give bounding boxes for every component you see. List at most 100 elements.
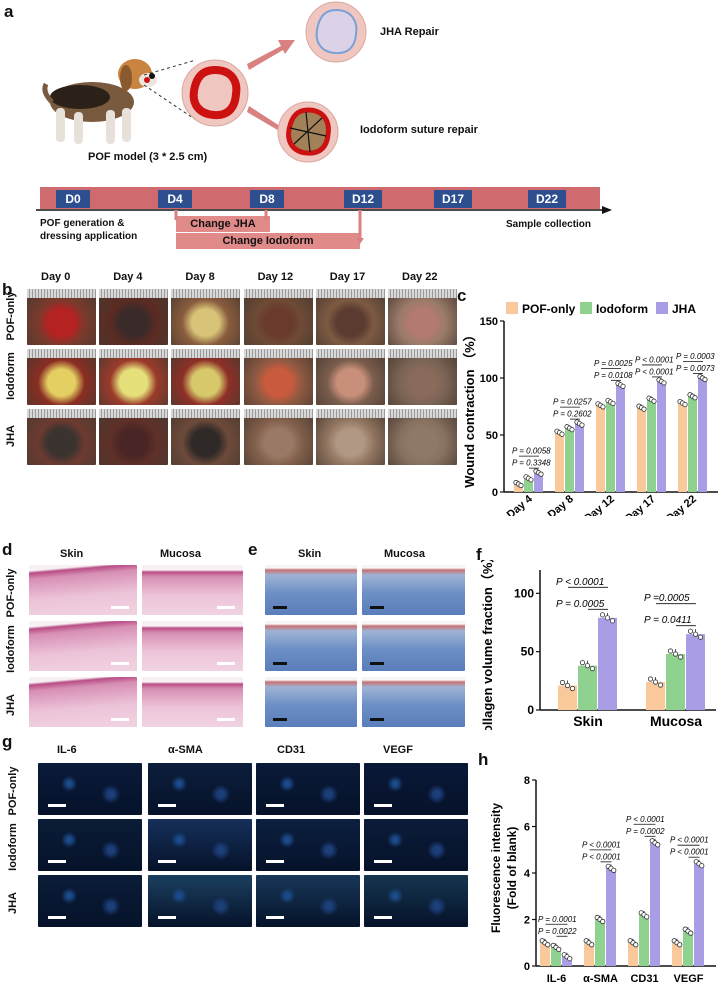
change-arrows <box>174 210 364 244</box>
bar <box>596 405 605 492</box>
scale-bar <box>158 804 176 807</box>
b-day-label: Day 4 <box>113 271 143 283</box>
panel-label-d: d <box>2 540 13 559</box>
bar <box>578 665 597 710</box>
g-row-label: JHA <box>7 892 19 915</box>
data-point <box>564 682 571 689</box>
wound-photo <box>171 289 241 345</box>
data-point <box>610 400 616 407</box>
immunofluorescence-image <box>148 763 252 815</box>
photo-ruler <box>315 409 385 418</box>
p-value-label: P = 0.0001 <box>538 915 577 924</box>
b-day-label: Day 0 <box>41 271 71 283</box>
chart-wound-contraction: POF-only Iodoform JHA Wound contraction （%）… <box>462 302 718 516</box>
wound-photo <box>315 289 385 345</box>
p-value-label: P = 0.0025 <box>594 359 633 368</box>
photo-ruler <box>27 409 96 418</box>
legend-swatch <box>506 302 518 314</box>
sample-collection-label: Sample collection <box>506 219 592 230</box>
p-value-label: P = 0.0022 <box>538 927 577 936</box>
bar <box>646 682 665 710</box>
wound-photo <box>388 349 457 405</box>
y-tick-label: 50 <box>486 430 498 442</box>
bar <box>639 914 649 966</box>
scale-bar <box>266 916 284 919</box>
wound-photo <box>243 289 313 345</box>
he-stain-image <box>29 677 137 727</box>
y-tick-label: 4 <box>524 868 531 880</box>
immunofluorescence-image <box>38 763 142 815</box>
immunofluorescence-image <box>38 819 142 871</box>
masson-stain-image <box>265 621 357 671</box>
y-axis-title: Collagen volume fraction（%） <box>480 560 495 730</box>
wound-photo <box>27 289 96 345</box>
photo-ruler <box>388 289 457 298</box>
d-row-label: JHA <box>5 694 17 717</box>
data-point <box>600 918 606 925</box>
bar <box>666 654 685 710</box>
he-stain-image <box>29 621 137 671</box>
scale-bar <box>48 916 66 919</box>
p-value-label: P < 0.0001 <box>635 355 674 364</box>
data-point <box>611 867 617 873</box>
p-value-label: P < 0.0001 <box>582 852 621 861</box>
data-point <box>682 401 688 408</box>
timeline-day-d12: D12 <box>344 190 382 208</box>
data-point <box>579 422 585 428</box>
bar <box>647 399 656 492</box>
timeline-start-label-1: POF generation & <box>40 218 125 229</box>
p-value-label: P < 0.0001 <box>556 577 604 588</box>
bar <box>555 432 564 492</box>
masson-stain-image <box>362 621 465 671</box>
bar <box>628 942 638 966</box>
scale-bar <box>48 860 66 863</box>
y-tick-label: 50 <box>521 645 535 659</box>
photo-ruler <box>27 289 96 298</box>
chart-fluorescence-intensity: Fluorescence intensity (Fold of blank) 0 2 4… <box>489 775 716 985</box>
legend-label: POF-only <box>522 302 576 316</box>
p-value-label: P = 0.0073 <box>676 364 715 373</box>
scale-bar <box>273 662 287 665</box>
masson-stain-image <box>265 565 357 615</box>
wound-photo <box>171 349 241 405</box>
y-axis-title: Fluorescence intensity <box>489 803 503 933</box>
photo-ruler <box>171 409 241 418</box>
photo-ruler <box>315 289 385 298</box>
x-tick-label: Mucosa <box>650 713 702 729</box>
g-col-label: IL-6 <box>57 744 77 756</box>
timeline-day-d4: D4 <box>158 190 192 208</box>
data-point <box>655 842 661 848</box>
photo-ruler <box>99 349 169 358</box>
wound-photo <box>27 349 96 405</box>
bar <box>616 384 625 492</box>
legend-label: Iodoform <box>596 302 648 316</box>
bar <box>524 478 533 492</box>
panel-label-c: c <box>457 286 467 305</box>
he-stain-image <box>142 565 243 615</box>
photo-ruler <box>243 409 313 418</box>
g-col-label: α-SMA <box>168 744 203 756</box>
b-day-label: Day 17 <box>329 271 366 283</box>
data-point <box>528 477 534 483</box>
x-tick-label: Day 8 <box>546 493 576 516</box>
p-value-label: P < 0.0001 <box>635 367 674 376</box>
change-iodoform-bar: Change Iodoform <box>176 233 360 249</box>
timeline-axis <box>36 206 612 214</box>
p-value-label: P = 0.0411 <box>644 615 692 626</box>
iodoform-repair-label: Iodoform suture repair <box>360 124 478 136</box>
data-point <box>609 618 616 624</box>
data-point <box>652 679 659 685</box>
he-stain-image <box>29 565 137 615</box>
zoom-dashes <box>143 59 197 121</box>
y-tick-label: 0 <box>492 487 498 499</box>
legend-swatch <box>580 302 592 314</box>
scale-bar <box>217 606 235 609</box>
x-tick-label: IL-6 <box>547 973 567 985</box>
data-point <box>589 666 596 672</box>
wound-photo <box>243 409 313 465</box>
bar <box>595 919 605 966</box>
scale-bar <box>374 804 392 807</box>
scale-bar <box>48 804 66 807</box>
x-tick-label: Day 4 <box>505 493 536 516</box>
x-tick-label: VEGF <box>674 973 704 985</box>
